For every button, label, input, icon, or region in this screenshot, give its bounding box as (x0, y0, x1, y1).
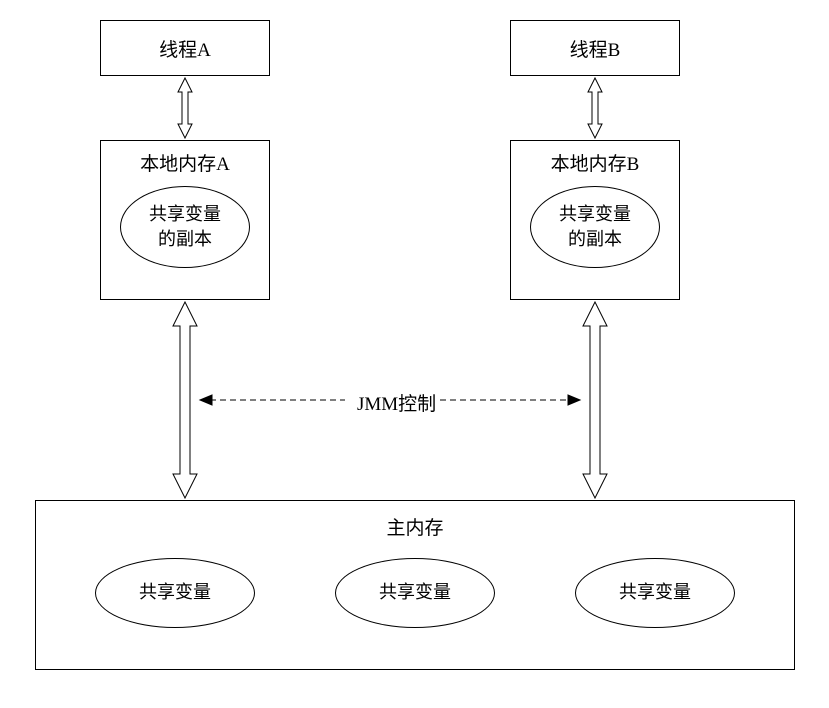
shared-var-ellipse-1: 共享变量 (95, 558, 255, 628)
main-memory-box: 主内存 共享变量 共享变量 共享变量 (35, 500, 795, 670)
arrow-thread-a-local (178, 78, 192, 138)
arrow-local-b-main (583, 302, 607, 498)
arrow-thread-b-local (588, 78, 602, 138)
local-memory-a-title: 本地内存A (140, 149, 230, 176)
thread-a-label: 线程A (159, 35, 211, 62)
shared-var-copy-b-label: 共享变量的副本 (559, 202, 631, 252)
arrow-jmm-left (200, 395, 345, 405)
shared-var-ellipse-2: 共享变量 (335, 558, 495, 628)
local-memory-b-box: 本地内存B 共享变量的副本 (510, 140, 680, 300)
shared-var-ellipse-3: 共享变量 (575, 558, 735, 628)
jmm-control-label: JMM控制 (353, 389, 440, 416)
jmm-diagram: 线程A 线程B 本地内存A 共享变量的副本 本地内存B 共享变量的副本 主内存 … (0, 0, 829, 708)
main-memory-title: 主内存 (386, 513, 443, 540)
shared-var-label-1: 共享变量 (139, 580, 211, 605)
shared-var-row: 共享变量 共享变量 共享变量 (36, 558, 794, 628)
thread-b-box: 线程B (510, 20, 680, 76)
shared-var-label-3: 共享变量 (619, 580, 691, 605)
arrow-jmm-right (440, 395, 580, 405)
shared-var-copy-a-label: 共享变量的副本 (149, 202, 221, 252)
shared-var-label-2: 共享变量 (379, 580, 451, 605)
thread-b-label: 线程B (570, 35, 621, 62)
local-memory-b-title: 本地内存B (551, 149, 640, 176)
local-memory-a-box: 本地内存A 共享变量的副本 (100, 140, 270, 300)
shared-var-copy-b-ellipse: 共享变量的副本 (530, 186, 660, 268)
shared-var-copy-a-ellipse: 共享变量的副本 (120, 186, 250, 268)
arrow-local-a-main (173, 302, 197, 498)
thread-a-box: 线程A (100, 20, 270, 76)
